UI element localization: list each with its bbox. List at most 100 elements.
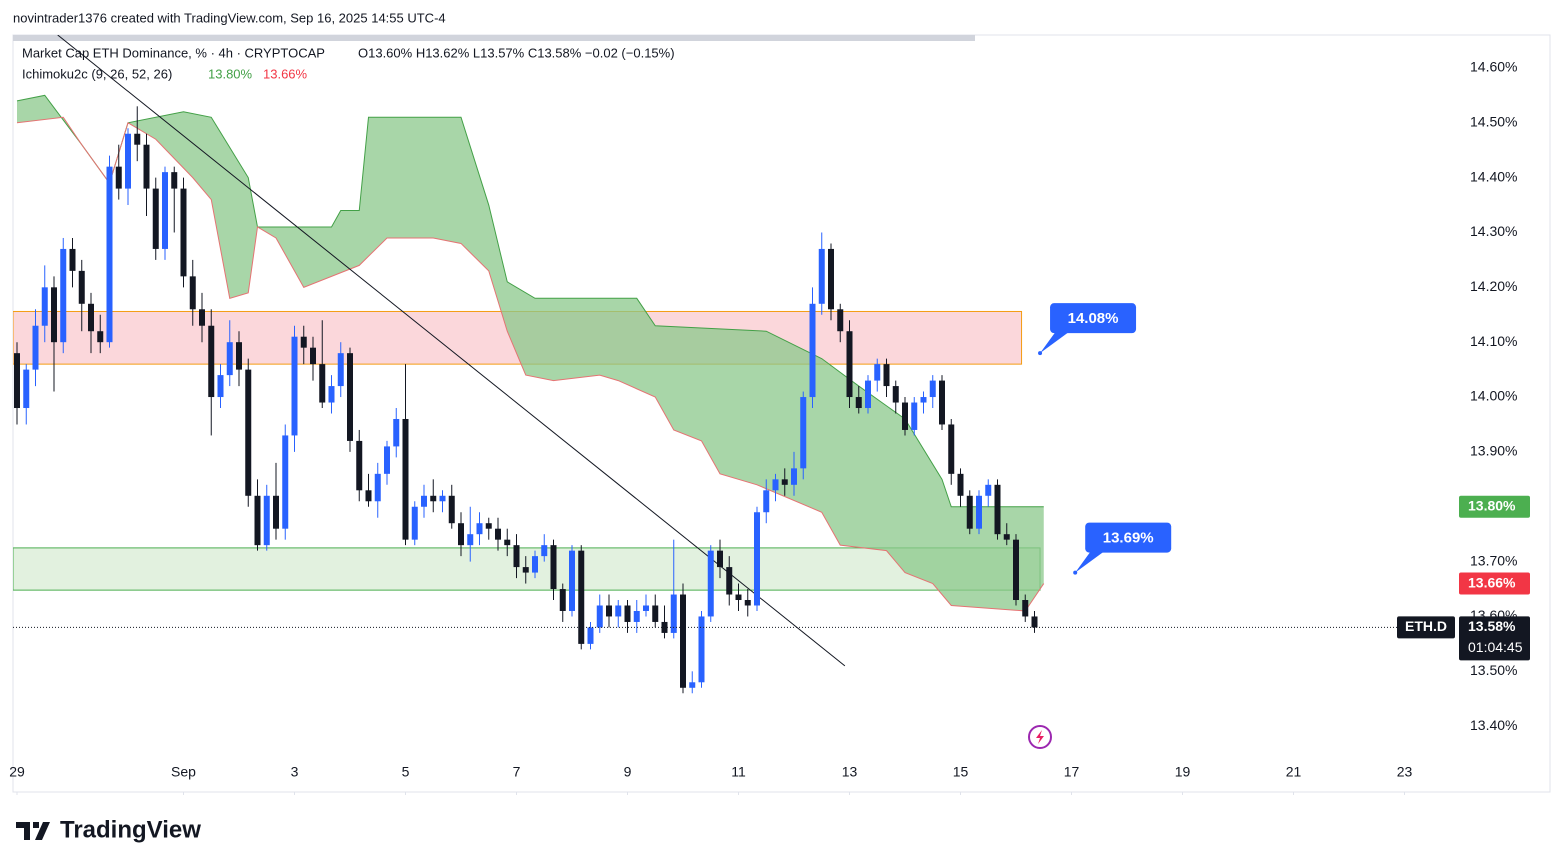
candle-body xyxy=(865,380,871,409)
candle-body xyxy=(439,495,446,502)
y-tick-label: 13.70% xyxy=(1470,552,1517,568)
candle-body xyxy=(171,172,178,189)
cloud-badge xyxy=(1459,495,1530,518)
candle-body xyxy=(41,287,48,326)
candle-body xyxy=(513,545,520,568)
candle-body xyxy=(347,353,353,441)
cloud-badge xyxy=(1459,572,1530,595)
candle-body xyxy=(1031,616,1038,628)
x-tick-label: Sep xyxy=(171,764,196,780)
candle-body xyxy=(106,166,113,343)
price-badge-label: 13.58% xyxy=(1468,618,1516,634)
candle-body xyxy=(180,188,187,277)
candle-body xyxy=(966,495,973,529)
candle-body xyxy=(152,188,159,249)
x-tick-label: 7 xyxy=(513,764,521,780)
candle-body xyxy=(939,380,945,425)
candle-body xyxy=(911,402,918,430)
candle-body xyxy=(763,490,770,513)
candle-body xyxy=(883,364,890,387)
candle-body xyxy=(263,495,270,546)
candle-body xyxy=(670,594,677,633)
candle-body xyxy=(772,479,779,491)
candle-body xyxy=(1003,534,1010,540)
candle-body xyxy=(208,325,215,398)
candle-body xyxy=(485,523,492,529)
y-tick-label: 14.20% xyxy=(1470,278,1517,294)
chart-title: Market Cap ETH Dominance, % · 4h · CRYPT… xyxy=(22,45,325,60)
candle-body xyxy=(948,424,955,474)
candle-body xyxy=(781,479,788,485)
indicator-value: 13.66% xyxy=(263,66,308,81)
candle-body xyxy=(828,248,834,310)
candle-body xyxy=(300,336,307,348)
x-tick-label: 17 xyxy=(1064,764,1080,780)
candle-body xyxy=(78,270,85,304)
candle-body xyxy=(143,144,150,189)
candle-body xyxy=(615,605,622,617)
candle-body xyxy=(88,303,94,332)
x-tick-label: 15 xyxy=(953,764,969,780)
candle-body xyxy=(115,166,122,189)
candle-body xyxy=(328,386,335,403)
candle-body xyxy=(504,539,511,546)
candle-body xyxy=(717,550,723,568)
candle-body xyxy=(51,287,57,343)
candle-body xyxy=(587,627,594,644)
x-tick-label: 11 xyxy=(731,764,746,780)
callout-box xyxy=(1085,522,1172,553)
y-tick-label: 14.30% xyxy=(1470,223,1517,239)
x-tick-label: 9 xyxy=(624,764,632,780)
candle-body xyxy=(282,435,289,529)
candle-body xyxy=(421,495,427,507)
candle-body xyxy=(846,331,853,398)
callout-anchor xyxy=(1038,351,1043,356)
candle-body xyxy=(245,369,252,496)
callout-pointer xyxy=(1075,550,1106,573)
candle-body xyxy=(541,545,548,557)
candle-body xyxy=(448,495,455,524)
candle-body xyxy=(596,605,603,628)
candle-body xyxy=(1022,600,1029,617)
candle-body xyxy=(217,375,224,398)
candle-body xyxy=(624,605,631,622)
candle-body xyxy=(189,276,196,310)
candle-body xyxy=(402,418,409,540)
y-tick-label: 13.40% xyxy=(1470,717,1517,733)
overlay: 14.60% 14.50% 14.40% 14.30% 14.20% 14.10% 14.0… xyxy=(9,59,1530,795)
y-tick-label: 13.90% xyxy=(1470,443,1517,459)
x-tick-label: 21 xyxy=(1286,764,1302,780)
x-tick-label: 23 xyxy=(1397,764,1413,780)
candle-body xyxy=(199,309,205,326)
candle-body xyxy=(467,534,474,546)
header-bar xyxy=(13,35,975,41)
candle-body xyxy=(291,336,298,436)
candle-body xyxy=(809,303,816,398)
candle-body xyxy=(735,594,742,601)
candle-body xyxy=(254,495,261,546)
candle-body xyxy=(902,402,908,430)
candle-body xyxy=(874,364,881,381)
x-tick-label: 3 xyxy=(291,764,299,780)
x-tick-label: 5 xyxy=(402,764,410,780)
candle-body xyxy=(1013,539,1019,601)
candle-body xyxy=(920,397,927,403)
candle-body xyxy=(957,473,964,496)
candle-body xyxy=(337,353,344,387)
brand: TradingView xyxy=(60,816,201,843)
candle-body xyxy=(680,594,686,688)
candle-body xyxy=(374,473,381,502)
cloud-badge-label: 13.66% xyxy=(1468,574,1516,590)
candle-body xyxy=(14,353,20,409)
x-tick-label: 29 xyxy=(9,764,25,780)
indicator-value: 13.80% xyxy=(208,66,253,81)
x-tick-label: 13 xyxy=(842,764,858,780)
logo: TradingView xyxy=(16,816,201,843)
candle-body xyxy=(689,682,696,688)
callout-box xyxy=(1050,303,1137,334)
header: novintrader1376 created with TradingView… xyxy=(13,10,446,25)
candle-body xyxy=(236,342,242,370)
price-badge xyxy=(1459,616,1530,661)
candle-body xyxy=(411,506,418,540)
